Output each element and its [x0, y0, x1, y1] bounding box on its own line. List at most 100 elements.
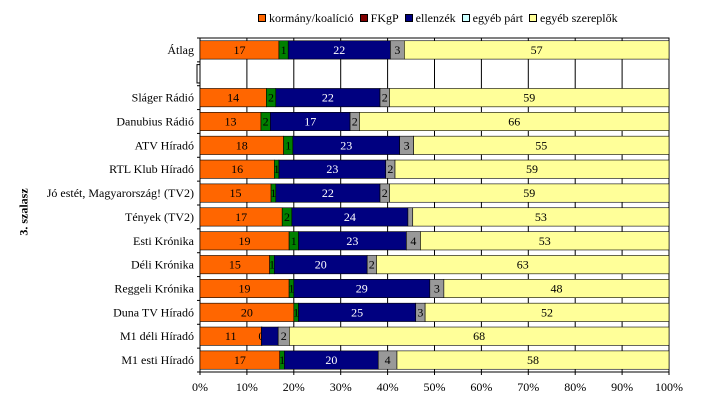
- x-tick-label: 70%: [517, 380, 539, 394]
- data-label: 17: [233, 43, 245, 57]
- category-label: Danubius Rádió: [116, 115, 194, 129]
- data-label: 29: [356, 282, 368, 296]
- data-label: 2: [263, 115, 269, 129]
- chart-legend: kormány/koalíció FKgP ellenzék egyéb párt eg…: [258, 10, 624, 26]
- bar-segment: [424, 302, 670, 322]
- data-label: 63: [517, 258, 529, 272]
- data-label: 58: [527, 353, 539, 367]
- legend-label: ellenzék: [415, 10, 456, 25]
- data-label: 17: [235, 210, 247, 224]
- data-label: 22: [322, 186, 334, 200]
- legend-item: kormány/koalíció: [258, 11, 354, 26]
- x-tick-label: 10%: [236, 380, 258, 394]
- data-label: 20: [241, 305, 253, 319]
- legend-swatch: [461, 14, 470, 22]
- legend-item: egyéb szereplők: [528, 10, 618, 26]
- x-tick-label: 0%: [192, 380, 208, 394]
- data-label: 25: [351, 305, 363, 319]
- category-label: Átlag: [167, 43, 194, 57]
- bar-segment: [389, 88, 670, 108]
- data-label: 2: [387, 162, 393, 176]
- data-label: 1: [281, 43, 287, 57]
- data-label: 52: [541, 305, 553, 319]
- data-label: 1: [279, 353, 285, 367]
- x-tick-label: 60%: [470, 380, 492, 394]
- category-label: Sláger Rádió: [132, 91, 194, 105]
- data-label: 1: [285, 138, 291, 152]
- data-label: 16: [231, 162, 243, 176]
- bar-segment: [261, 326, 279, 346]
- data-label: 3: [434, 282, 440, 296]
- legend-swatch: [528, 14, 537, 22]
- data-label: 4: [385, 353, 391, 367]
- data-label: 23: [340, 138, 352, 152]
- data-label: 53: [539, 234, 551, 248]
- empty-bar: [196, 64, 201, 84]
- bar-segment: [396, 350, 670, 370]
- data-label: 20: [325, 353, 337, 367]
- category-label: Reggeli Krónika: [114, 282, 194, 296]
- data-label: 1: [291, 234, 297, 248]
- bar-segment: [289, 326, 670, 346]
- data-label: 19: [239, 282, 251, 296]
- data-label: 1: [269, 258, 275, 272]
- data-label: 23: [326, 162, 338, 176]
- group-axis-label: 3. szalasz: [16, 188, 31, 236]
- bar-segment: [413, 135, 670, 155]
- data-label: 1: [288, 282, 294, 296]
- data-label: 53: [535, 210, 547, 224]
- category-label: ATV Híradó: [135, 138, 194, 152]
- data-label: 22: [322, 91, 334, 105]
- data-label: 2: [284, 210, 290, 224]
- legend-swatch: [359, 14, 368, 22]
- data-label: 19: [239, 234, 251, 248]
- data-label: 59: [526, 162, 538, 176]
- data-label: 2: [352, 115, 358, 129]
- data-label: 15: [230, 186, 242, 200]
- bar-segment: [420, 231, 670, 251]
- bar-segment: [412, 207, 670, 227]
- x-tick-label: 50%: [424, 380, 446, 394]
- category-label: Jó estét, Magyarország! (TV2): [47, 186, 194, 200]
- legend-item: egyéb párt: [461, 11, 523, 26]
- data-label: 3: [394, 43, 400, 57]
- data-label: 48: [550, 282, 562, 296]
- legend-swatch: [404, 14, 413, 22]
- data-label: 1: [274, 162, 280, 176]
- data-label: 2: [382, 186, 388, 200]
- legend-item: FKgP: [359, 11, 399, 26]
- data-label: 2: [268, 91, 274, 105]
- x-tick-label: 100%: [655, 380, 683, 394]
- data-label: 3: [417, 305, 423, 319]
- data-label: 2: [369, 258, 375, 272]
- data-label: 66: [508, 115, 520, 129]
- category-label: M1 déli Híradó: [120, 329, 194, 343]
- legend-label: egyéb szereplők: [539, 10, 618, 25]
- bar-segment: [394, 159, 670, 179]
- category-label: RTL Klub Híradó: [109, 162, 194, 176]
- bar-segment: [359, 112, 670, 131]
- bar-segment: [376, 255, 670, 275]
- bar-segment: [407, 207, 414, 227]
- data-label: 59: [523, 186, 535, 200]
- data-label: 18: [236, 138, 248, 152]
- bar-segment: [404, 40, 670, 60]
- data-label: 17: [304, 115, 316, 129]
- data-label: 20: [315, 258, 327, 272]
- x-tick-label: 40%: [377, 380, 399, 394]
- category-label: M1 esti Híradó: [121, 353, 194, 367]
- data-label: 68: [473, 329, 485, 343]
- x-tick-label: 30%: [330, 380, 352, 394]
- data-label: 1: [270, 186, 276, 200]
- data-label: 55: [535, 138, 547, 152]
- data-label: 2: [382, 91, 388, 105]
- category-label: Esti Krónika: [133, 234, 195, 248]
- data-label: 1: [293, 305, 299, 319]
- x-tick-label: 80%: [564, 380, 586, 394]
- bar-segment: [443, 279, 670, 298]
- legend-item: ellenzék: [404, 10, 456, 26]
- data-label: 59: [523, 91, 535, 105]
- data-label: 23: [346, 234, 358, 248]
- legend-swatch: [258, 14, 266, 22]
